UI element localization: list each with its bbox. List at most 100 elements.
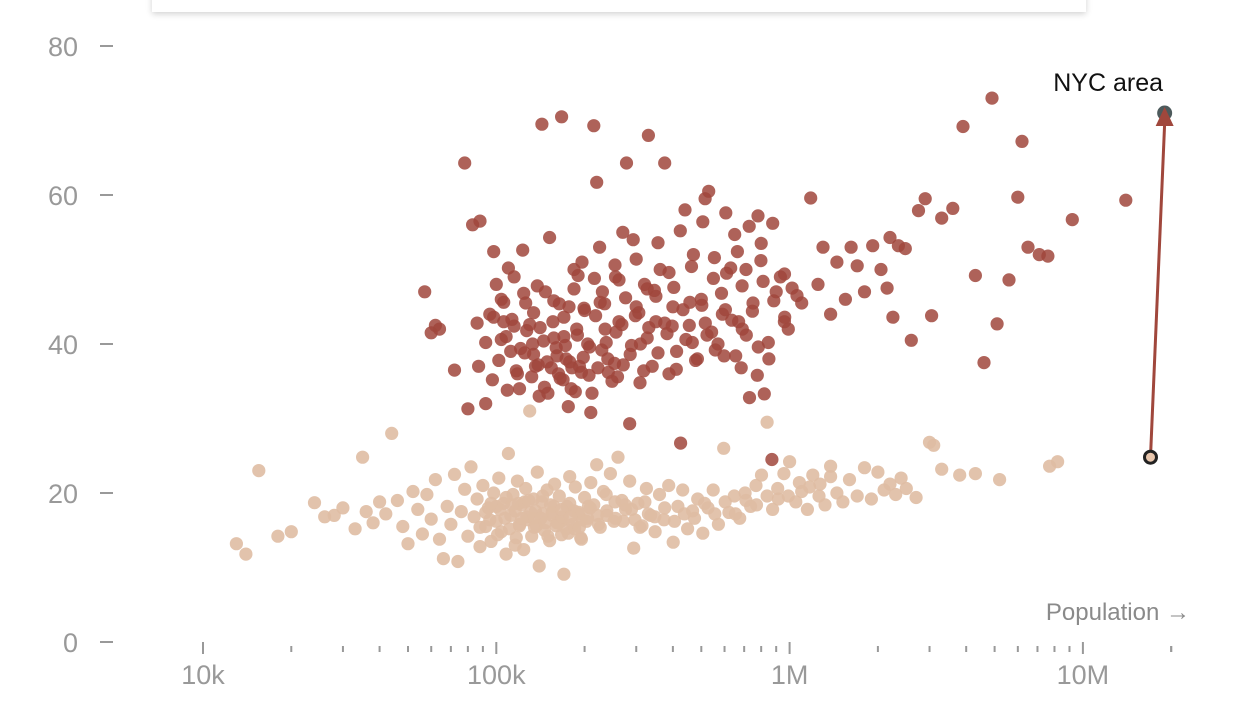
data-point-high bbox=[673, 224, 687, 238]
y-tick-label: 0 bbox=[63, 628, 78, 658]
data-point-low bbox=[584, 476, 598, 490]
nyc-arrow-line bbox=[1148, 122, 1167, 458]
data-point-low bbox=[467, 510, 481, 524]
data-point-high bbox=[593, 295, 607, 309]
data-point-high bbox=[640, 331, 654, 345]
data-point-high bbox=[558, 338, 573, 353]
data-point-low bbox=[390, 493, 404, 508]
data-point-low bbox=[662, 478, 676, 493]
nyc-arrow-head bbox=[1155, 107, 1174, 127]
data-point-high bbox=[487, 245, 501, 259]
data-point-low bbox=[935, 462, 949, 476]
nyc-start-marker bbox=[1142, 449, 1158, 465]
data-point-high bbox=[517, 286, 531, 300]
data-point-low bbox=[509, 531, 523, 545]
data-point-high bbox=[816, 240, 830, 254]
data-point-low bbox=[505, 498, 519, 512]
data-point-high bbox=[700, 328, 714, 342]
data-point-high bbox=[587, 271, 602, 285]
data-point-high bbox=[598, 322, 612, 336]
data-point-low bbox=[749, 498, 764, 512]
data-point-high bbox=[470, 316, 484, 330]
data-point-low bbox=[706, 483, 720, 497]
data-point-high bbox=[568, 385, 582, 399]
data-point-high bbox=[898, 242, 912, 256]
data-point-high bbox=[479, 335, 493, 350]
data-point-low bbox=[590, 508, 604, 522]
data-point-high bbox=[487, 310, 501, 324]
data-point-high bbox=[647, 283, 662, 297]
data-point-high bbox=[473, 214, 487, 228]
data-point-high bbox=[757, 387, 771, 401]
data-point-high bbox=[432, 322, 447, 336]
nyc-annotation-label: NYC area bbox=[1053, 69, 1163, 97]
x-tick-label: 1M bbox=[771, 660, 809, 690]
data-point-high bbox=[830, 255, 844, 269]
data-point-low bbox=[428, 473, 442, 487]
data-point-high bbox=[719, 206, 733, 220]
data-point-low bbox=[239, 547, 253, 561]
data-point-high bbox=[850, 259, 864, 273]
data-point-high bbox=[497, 295, 511, 309]
data-point-high bbox=[501, 261, 515, 275]
data-point-high bbox=[925, 309, 939, 323]
data-point-high bbox=[734, 361, 748, 375]
data-point-low bbox=[307, 496, 322, 510]
data-point-high bbox=[767, 294, 781, 308]
data-point-high bbox=[546, 315, 560, 329]
data-point-high bbox=[544, 361, 558, 375]
data-point-high bbox=[485, 373, 499, 387]
data-point-high bbox=[866, 239, 880, 253]
overlay-card-edge bbox=[152, 0, 1086, 12]
data-point-low bbox=[638, 495, 652, 509]
data-point-high bbox=[795, 296, 809, 310]
data-point-low bbox=[476, 478, 490, 493]
data-point-high bbox=[610, 370, 625, 384]
data-point-low bbox=[968, 467, 983, 481]
data-point-high bbox=[504, 344, 518, 358]
data-point-high bbox=[642, 321, 656, 335]
data-point-high bbox=[556, 373, 570, 387]
data-point-high bbox=[745, 304, 760, 318]
data-point-high bbox=[685, 335, 699, 350]
data-point-low bbox=[572, 520, 587, 534]
data-point-low bbox=[603, 467, 618, 481]
data-point-low bbox=[519, 481, 533, 496]
data-point-low bbox=[487, 486, 501, 500]
data-point-low bbox=[415, 527, 429, 541]
data-point-low bbox=[444, 517, 458, 531]
data-point-low bbox=[628, 513, 642, 527]
data-point-low bbox=[648, 510, 662, 524]
data-point-high bbox=[904, 333, 918, 347]
data-point-high bbox=[739, 262, 753, 277]
data-point-high bbox=[696, 215, 710, 229]
data-point-low bbox=[420, 487, 434, 502]
data-point-high bbox=[706, 271, 721, 285]
data-point-high bbox=[1011, 190, 1025, 204]
data-point-high bbox=[623, 347, 637, 361]
data-point-high bbox=[575, 255, 589, 269]
data-point-low bbox=[458, 482, 472, 496]
data-point-low bbox=[711, 517, 726, 531]
data-point-low bbox=[608, 511, 623, 525]
data-point-high bbox=[883, 230, 897, 245]
data-point-high bbox=[583, 340, 597, 354]
data-point-low bbox=[803, 480, 817, 494]
data-point-high bbox=[874, 262, 888, 277]
data-point-low bbox=[252, 464, 266, 478]
data-point-low bbox=[498, 511, 512, 525]
data-point-low bbox=[623, 474, 637, 488]
data-point-low bbox=[749, 478, 763, 493]
data-point-high bbox=[623, 417, 637, 431]
data-point-high bbox=[619, 156, 634, 170]
data-point-high bbox=[683, 295, 697, 309]
y-tick-label: 20 bbox=[48, 479, 78, 509]
data-point-low bbox=[677, 507, 692, 521]
data-point-high bbox=[543, 230, 557, 245]
data-point-high bbox=[684, 259, 699, 274]
data-point-low bbox=[781, 489, 795, 503]
data-point-high bbox=[718, 303, 733, 317]
data-point-high bbox=[689, 353, 703, 367]
y-tick-label: 60 bbox=[48, 181, 78, 211]
data-point-low bbox=[538, 516, 553, 530]
